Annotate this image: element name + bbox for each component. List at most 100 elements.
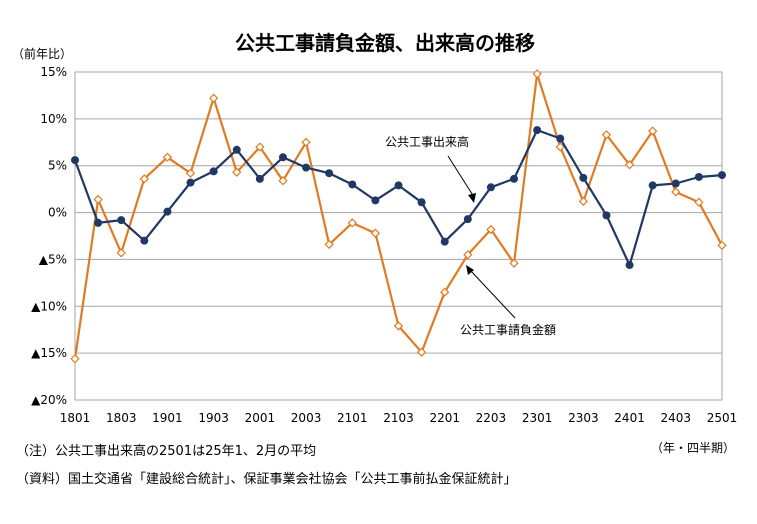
y-tick-label: ▲5%	[39, 252, 67, 266]
data-point	[671, 179, 680, 188]
x-tick-label: 1803	[106, 411, 137, 425]
x-tick-label: 2203	[476, 411, 507, 425]
x-tick-label: 2001	[245, 411, 276, 425]
data-point	[602, 211, 611, 220]
x-tick-label: 2201	[429, 411, 460, 425]
data-point	[463, 215, 472, 224]
data-point	[556, 134, 565, 143]
data-point	[648, 181, 657, 190]
series-line-0	[73, 129, 723, 267]
y-axis-label: （前年比）	[12, 46, 72, 61]
y-tick-label: ▲15%	[31, 346, 67, 360]
x-tick-label: 2303	[568, 411, 599, 425]
data-point	[416, 347, 427, 357]
data-point	[324, 239, 334, 250]
y-tick-label: 10%	[40, 112, 67, 126]
data-point	[71, 156, 79, 165]
x-tick-label: 2501	[707, 411, 738, 425]
y-tick-label: 5%	[48, 159, 67, 173]
data-point	[162, 152, 173, 162]
y-tick-label: 0%	[48, 206, 67, 220]
data-point	[394, 181, 403, 190]
data-point	[509, 258, 519, 268]
x-tick-label: 2301	[522, 411, 553, 425]
data-point	[278, 153, 287, 162]
data-point	[625, 261, 634, 270]
series-label-dekidaka: 公共工事出来高	[385, 134, 469, 149]
data-point	[694, 197, 704, 207]
footnote-source: （資料）国土交通省「建設総合統計」、保証事業会社協会「公共工事前払金保証統計」	[16, 472, 517, 487]
x-tick-label: 2003	[291, 411, 322, 425]
data-point	[717, 240, 727, 251]
series-line-1	[73, 72, 723, 359]
data-point	[486, 183, 495, 192]
series-label-dekidaka-arrow	[447, 155, 475, 198]
series-label-ukeoi-arrowhead	[466, 265, 474, 275]
data-point	[370, 228, 381, 238]
x-tick-label: 1801	[60, 411, 91, 425]
data-point	[578, 196, 589, 206]
data-point	[601, 130, 612, 140]
data-point	[255, 142, 265, 152]
data-point	[671, 187, 681, 197]
data-point	[117, 216, 126, 225]
data-point	[347, 218, 357, 228]
x-axis-label: （年・四半期）	[651, 441, 735, 455]
data-point	[510, 174, 519, 183]
data-point	[463, 250, 473, 260]
annotations: 公共工事出来高 公共工事請負金額	[385, 134, 556, 337]
chart-title: 公共工事請負金額、出来高の推移	[235, 31, 535, 55]
data-point	[532, 69, 542, 79]
data-point	[70, 354, 80, 364]
data-point	[417, 198, 426, 207]
data-point	[185, 168, 196, 178]
data-point	[93, 194, 103, 205]
y-tick-label: ▲10%	[31, 299, 67, 313]
data-point	[718, 171, 726, 180]
data-point	[278, 176, 288, 186]
data-point	[393, 321, 404, 331]
footnote-note: （注）公共工事出来高の2501は25年1、2月の平均	[16, 444, 317, 459]
x-tick-label: 2401	[614, 411, 645, 425]
series-label-dekidaka-arrowhead	[468, 193, 476, 203]
y-axis-ticks: 15% 10% 5% 0% ▲5% ▲10% ▲15% ▲20%	[31, 65, 67, 407]
data-point	[371, 196, 380, 205]
data-point	[209, 167, 218, 176]
data-point	[301, 137, 311, 147]
y-tick-label: ▲20%	[31, 393, 67, 407]
series-lines	[70, 69, 727, 364]
series-label-ukeoi: 公共工事請負金額	[460, 322, 556, 337]
series-label-ukeoi-arrow	[469, 269, 516, 319]
y-tick-label: 15%	[40, 65, 67, 79]
x-tick-label: 1901	[152, 411, 183, 425]
data-point	[694, 172, 703, 181]
data-point	[94, 218, 103, 227]
data-point	[163, 207, 172, 216]
data-point	[440, 237, 449, 246]
data-point	[186, 178, 195, 187]
data-point	[139, 174, 149, 184]
data-point	[648, 126, 658, 136]
data-point	[140, 236, 149, 245]
data-point	[440, 287, 450, 297]
x-tick-label: 1903	[198, 411, 229, 425]
data-point	[232, 145, 241, 154]
data-point	[533, 126, 542, 135]
data-point	[555, 142, 565, 152]
data-point	[302, 163, 311, 172]
data-point	[624, 160, 635, 170]
gridlines	[74, 71, 723, 401]
data-point	[579, 173, 588, 182]
x-tick-label: 2101	[337, 411, 368, 425]
data-point	[348, 180, 357, 189]
x-axis-ticks: 1801 1803 1901 1903 2001 2003 2101 2103 2201 2203…	[60, 411, 738, 425]
data-point	[325, 169, 334, 178]
x-tick-label: 2403	[661, 411, 692, 425]
data-point	[208, 93, 219, 103]
data-point	[255, 174, 264, 183]
data-point	[116, 248, 126, 258]
x-tick-label: 2103	[383, 411, 414, 425]
data-point	[486, 224, 496, 235]
data-point	[232, 167, 242, 177]
